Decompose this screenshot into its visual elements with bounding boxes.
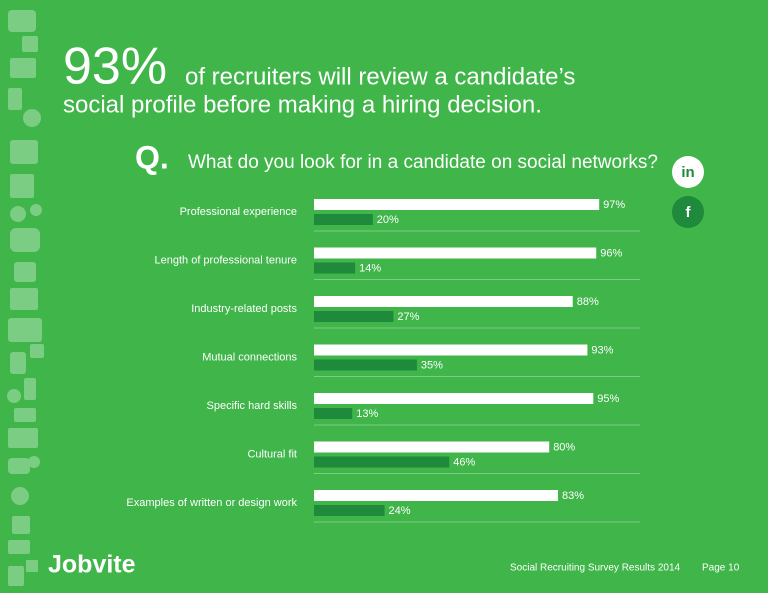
value-label: 13% bbox=[356, 408, 378, 420]
value-label: 35% bbox=[421, 359, 443, 371]
chart-title: What do you look for in a candidate on s… bbox=[188, 152, 658, 173]
bar bbox=[314, 408, 353, 419]
category-label: Length of professional tenure bbox=[155, 254, 298, 266]
category-label: Examples of written or design work bbox=[126, 497, 297, 509]
value-label: 97% bbox=[603, 199, 625, 211]
bar bbox=[314, 505, 385, 516]
value-label: 93% bbox=[591, 344, 613, 356]
value-label: 24% bbox=[389, 505, 411, 517]
bar bbox=[314, 359, 417, 371]
icon-column bbox=[7, 10, 44, 586]
question-marker: Q. bbox=[135, 139, 169, 175]
value-label: 95% bbox=[597, 393, 619, 405]
value-label: 80% bbox=[553, 441, 575, 453]
bar bbox=[314, 296, 573, 307]
legend-label: f bbox=[686, 204, 692, 221]
category-label: Mutual connections bbox=[202, 351, 297, 363]
brand: Jobvite bbox=[48, 551, 136, 579]
bar bbox=[314, 344, 588, 356]
category-label: Industry-related posts bbox=[191, 303, 297, 315]
value-label: 27% bbox=[397, 311, 419, 323]
headline-stat: 93% bbox=[63, 38, 167, 96]
headline-line: social profile before making a hiring de… bbox=[63, 91, 542, 118]
value-label: 46% bbox=[453, 456, 475, 468]
legend-label: in bbox=[681, 164, 694, 181]
headline-line: of recruiters will review a candidate’s bbox=[185, 63, 575, 90]
bar bbox=[314, 247, 597, 259]
legend-icon bbox=[672, 156, 704, 188]
bar bbox=[314, 311, 394, 322]
bar bbox=[314, 262, 356, 274]
value-label: 96% bbox=[600, 247, 622, 259]
category-label: Specific hard skills bbox=[207, 400, 298, 412]
footer-source: Social Recruiting Survey Results 2014 bbox=[510, 563, 681, 574]
legend-icon bbox=[672, 196, 704, 228]
bar bbox=[314, 456, 450, 468]
value-label: 83% bbox=[562, 490, 584, 502]
page-number: Page 10 bbox=[702, 563, 740, 574]
category-label: Professional experience bbox=[180, 206, 297, 218]
bar bbox=[314, 490, 559, 501]
bar bbox=[314, 393, 594, 404]
bar bbox=[314, 214, 373, 225]
bar bbox=[314, 441, 550, 453]
category-label: Cultural fit bbox=[247, 448, 297, 460]
value-label: 88% bbox=[577, 296, 599, 308]
value-label: 20% bbox=[377, 214, 399, 226]
bar bbox=[314, 199, 600, 210]
value-label: 14% bbox=[359, 262, 381, 274]
